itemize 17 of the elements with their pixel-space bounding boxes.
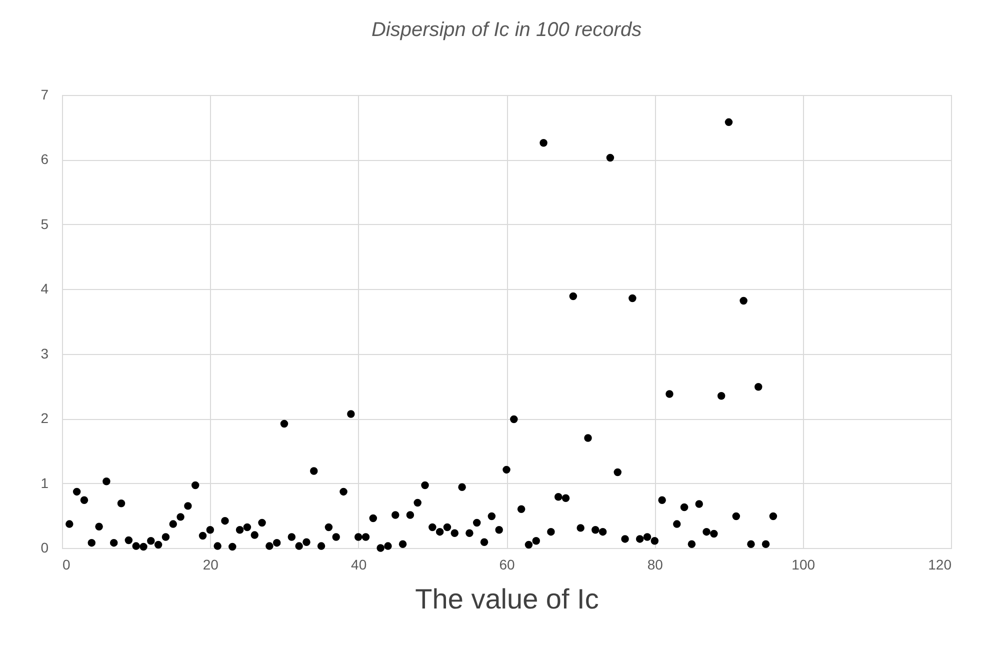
chart-title: Dispersipn of Ic in 100 records — [371, 19, 642, 41]
x-tick-label: 40 — [351, 556, 367, 572]
y-tick-label: 7 — [40, 86, 49, 102]
x-tick-label: 100 — [792, 556, 816, 572]
x-tick-label: 80 — [647, 556, 664, 572]
x-tick-label: 0 — [62, 556, 70, 572]
y-tick-label: 2 — [40, 410, 49, 426]
x-axis-title: The value of Ic — [415, 584, 599, 614]
y-tick-label: 6 — [40, 151, 49, 168]
y-tick-label: 5 — [40, 216, 49, 232]
x-tick-label: 120 — [928, 556, 952, 572]
y-tick-label: 4 — [40, 280, 49, 297]
y-tick-label: 0 — [40, 540, 49, 556]
x-tick-label: 20 — [202, 556, 219, 572]
y-tick-label: 3 — [40, 345, 49, 362]
x-tick-label: 60 — [499, 556, 515, 572]
y-tick-label: 1 — [40, 474, 49, 491]
